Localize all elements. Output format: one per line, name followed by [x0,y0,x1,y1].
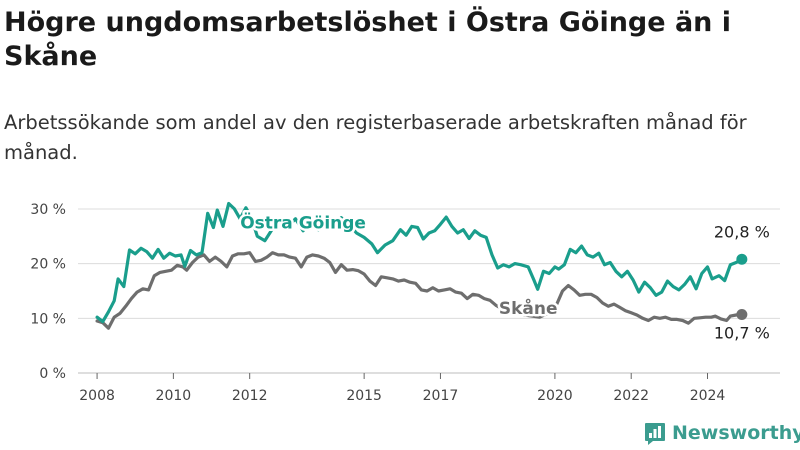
x-tick-label-2024: 2024 [690,388,726,404]
newsworthy-chart-icon [645,423,665,445]
y-tick-label-30: 30 % [30,202,66,218]
end-value-label-östra-göinge: 20,8 % [714,222,770,241]
series-name-label-östra-göinge: Östra Göinge [240,212,366,234]
y-axis-ticks: 0 % 10 % 20 % 30 % [30,202,66,382]
series-line-skåne [95,251,744,330]
x-tick-label-2017: 2017 [423,388,459,404]
series-labels: Östra Göinge Skåne 20,8 % 10,7 % [238,209,772,344]
x-tick-label-2022: 2022 [613,388,649,404]
x-tick-label-2015: 2015 [346,388,382,404]
series-name-label-skåne: Skåne [499,297,558,319]
y-tick-label-0: 0 % [39,366,66,382]
y-tick-label-20: 20 % [30,257,66,273]
end-value-label-skåne: 10,7 % [714,323,770,342]
y-tick-label-10: 10 % [30,311,66,327]
x-axis: 2008 2010 2012 2015 2017 2020 2022 2024 [79,373,725,404]
series-lines [95,201,748,330]
line-chart: 0 % 10 % 20 % 30 % 2008 2010 2012 2015 2017 2020… [30,201,780,404]
end-point-östra-göinge [736,253,748,265]
x-tick-label-2020: 2020 [537,388,573,404]
chart-subtitle: Arbetssökande som andel av den registerb… [4,111,747,164]
newsworthy-logo: Newsworthy [644,418,800,448]
series-line-östra-göinge [95,201,744,324]
x-tick-label-2012: 2012 [232,388,268,404]
x-tick-label-2010: 2010 [156,388,192,404]
chart-title: Högre ungdomsarbetslöshet i Östra Göinge… [4,7,732,72]
brand-name: Newsworthy [672,422,800,444]
end-point-skåne [736,308,748,320]
x-tick-label-2008: 2008 [79,388,115,404]
